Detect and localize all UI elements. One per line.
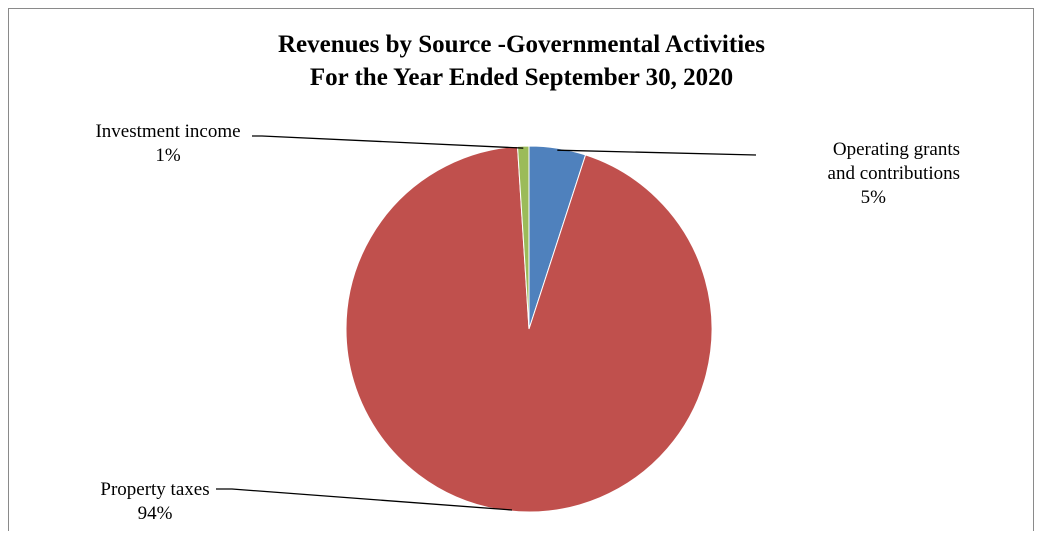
pie-slice-investment-income xyxy=(516,145,530,330)
chart-frame xyxy=(8,8,1034,531)
leader-line-property-taxes xyxy=(216,488,513,511)
data-label-property-taxes: Property taxes 94% xyxy=(80,478,230,526)
label-operating-name-line-1: Operating grants xyxy=(832,139,960,160)
label-investment-percent: 1% xyxy=(155,145,181,166)
pie-slice-property-taxes xyxy=(345,145,713,513)
data-label-investment-income: Investment income 1% xyxy=(68,120,268,168)
chart-title-line-1: Revenues by Source -Governmental Activit… xyxy=(278,31,765,58)
data-label-operating-grants: Operating grants and contributions 5% xyxy=(730,138,960,210)
label-operating-percent: 5% xyxy=(860,187,886,208)
chart-title-line-2: For the Year Ended September 30, 2020 xyxy=(309,64,734,91)
pie-slices xyxy=(345,145,713,513)
label-investment-name: Investment income xyxy=(95,121,241,142)
label-property-name: Property taxes xyxy=(100,479,210,500)
leader-lines xyxy=(216,135,757,511)
leader-line-operating-grants-and-contributions xyxy=(557,149,757,156)
label-operating-name-line-2: and contributions xyxy=(827,163,960,184)
leader-line-investment-income xyxy=(252,135,524,149)
label-property-percent: 94% xyxy=(137,503,173,524)
